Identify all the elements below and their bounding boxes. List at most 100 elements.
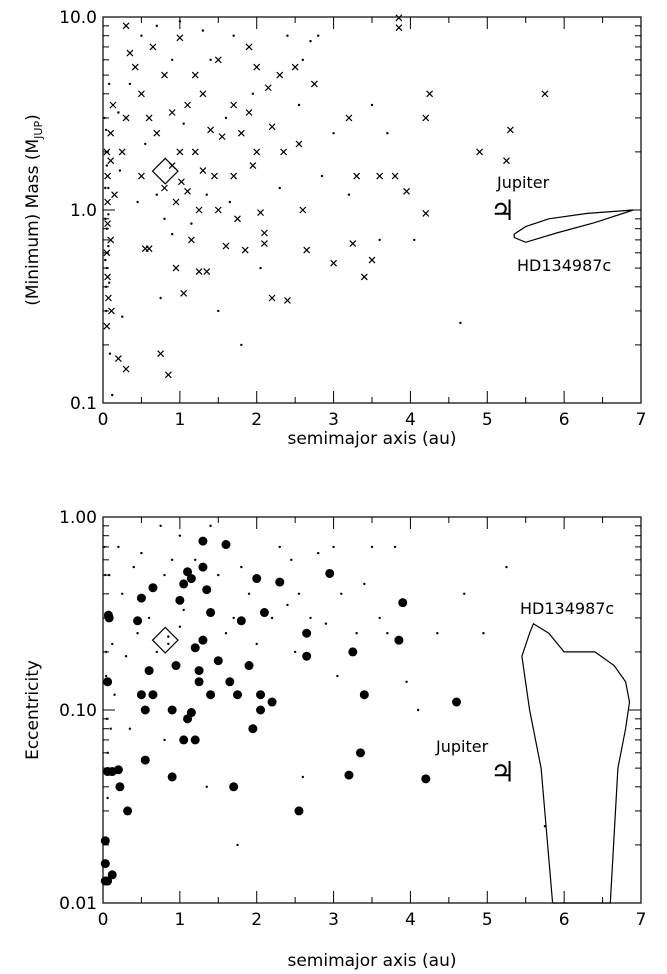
planet-dot <box>170 232 174 236</box>
planet-dot <box>436 631 439 635</box>
planet-x-marker <box>395 24 403 32</box>
planet-dot <box>270 616 274 620</box>
planet-dot <box>301 58 305 62</box>
planet-dot <box>107 186 110 190</box>
planet-x-marker <box>207 126 215 134</box>
planet-dot <box>163 217 166 221</box>
planet-x-marker <box>376 172 384 180</box>
planet-dot <box>336 674 339 678</box>
planet-dot <box>147 616 151 620</box>
planet-dot <box>309 616 312 620</box>
planet-large-dot <box>198 635 208 645</box>
planet-x-marker <box>391 172 399 180</box>
planet-large-dot <box>302 628 312 638</box>
planet-dot <box>293 650 297 654</box>
y-tick-label: 1.0 <box>70 201 97 221</box>
planet-dot <box>332 545 335 549</box>
planet-dot <box>109 727 112 730</box>
planet-x-marker <box>241 246 249 254</box>
planet-dot <box>317 551 320 555</box>
planet-x-marker <box>211 172 218 180</box>
y-tick-label: 0.1 <box>70 394 97 414</box>
planet-dot <box>107 213 110 216</box>
planet-dot <box>201 29 205 32</box>
planet-dot <box>228 200 232 204</box>
x-tick-label: 0 <box>98 410 109 430</box>
planet-x-marker <box>104 220 112 228</box>
x-tick-label: 6 <box>559 410 570 430</box>
planet-large-dot <box>144 666 154 676</box>
planet-dot <box>182 608 185 612</box>
planet-dot <box>104 285 108 289</box>
planet-dot <box>103 116 106 120</box>
planet-x-marker <box>138 172 145 180</box>
planet-x-marker <box>299 206 307 214</box>
planet-x-marker <box>164 371 172 379</box>
planet-x-marker <box>214 206 222 214</box>
planet-x-marker <box>218 133 226 141</box>
planet-large-dot <box>140 755 150 765</box>
planet-dot <box>240 565 243 569</box>
planet-x-marker <box>161 184 168 192</box>
planet-dot <box>106 751 109 755</box>
planet-x-marker <box>104 198 112 206</box>
planet-x-marker <box>264 84 272 92</box>
eccentricity-chart-y-axis-title: Eccentricity <box>23 660 43 760</box>
planet-x-marker <box>153 129 161 137</box>
planet-dot <box>108 352 112 355</box>
planet-dot <box>107 82 111 86</box>
planet-x-marker <box>138 90 145 98</box>
planet-x-marker <box>291 63 299 71</box>
planet-dot <box>240 343 243 347</box>
planet-dot <box>332 131 335 135</box>
planet-dot <box>463 592 466 596</box>
planet-dot <box>290 558 293 562</box>
planet-dot <box>378 616 381 620</box>
planet-dot <box>405 680 408 683</box>
planet-large-dot <box>100 859 110 869</box>
planet-dot <box>297 592 301 596</box>
planet-x-marker <box>111 191 118 199</box>
planet-large-dot <box>229 782 239 792</box>
planet-dot <box>132 565 135 569</box>
planet-x-marker <box>195 268 203 275</box>
planet-x-marker <box>230 101 238 109</box>
planet-large-dot <box>186 708 196 718</box>
planet-x-marker <box>349 240 357 247</box>
planet-x-marker <box>403 187 411 195</box>
planet-x-marker <box>422 209 430 217</box>
planet-dot <box>117 111 120 114</box>
planet-x-marker <box>260 229 268 237</box>
planet-x-marker <box>122 22 130 30</box>
planet-x-marker <box>245 43 253 51</box>
mass-chart-diamond-marker <box>151 157 179 185</box>
planet-x-marker <box>214 56 222 64</box>
planet-x-marker <box>353 172 361 180</box>
planet-x-marker <box>303 246 311 254</box>
planet-dot <box>155 24 158 28</box>
planet-large-dot <box>275 577 285 587</box>
planet-large-dot <box>115 782 125 792</box>
planet-large-dot <box>244 661 254 671</box>
planet-large-dot <box>221 540 231 550</box>
planet-dot <box>355 631 358 635</box>
planet-x-marker <box>161 71 168 79</box>
planet-large-dot <box>179 735 189 745</box>
planet-large-dot <box>136 593 146 603</box>
planet-large-dot <box>248 724 258 734</box>
planet-x-marker <box>506 126 514 134</box>
planet-x-marker <box>422 114 430 122</box>
planet-dot <box>155 650 158 654</box>
planet-x-marker <box>230 172 238 180</box>
planet-dot <box>128 727 132 730</box>
x-tick-label: 2 <box>251 910 262 930</box>
planet-dot <box>106 796 109 800</box>
planet-x-marker <box>176 148 184 156</box>
planet-dot <box>505 565 508 569</box>
planet-x-marker <box>345 114 353 122</box>
planet-x-marker <box>131 63 139 71</box>
planet-dot <box>278 186 281 190</box>
planet-x-marker <box>157 350 165 358</box>
planet-x-marker <box>310 80 318 88</box>
